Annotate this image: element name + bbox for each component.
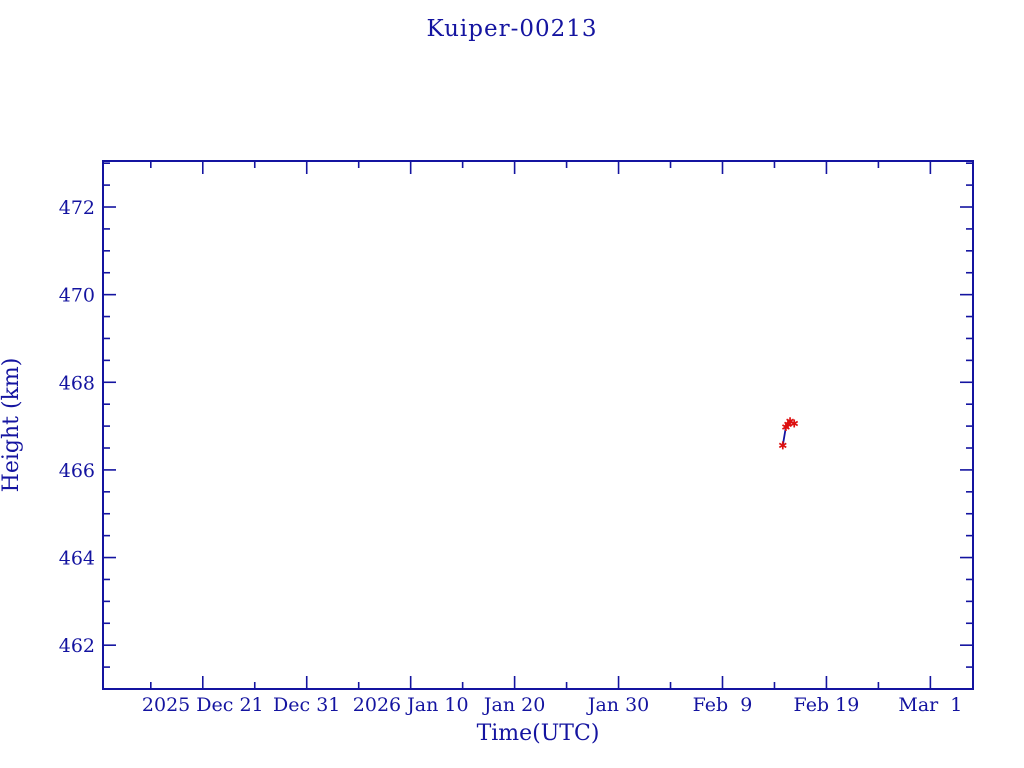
height-series xyxy=(778,417,799,450)
axis-tick-labels: 2025 Dec 21 Dec 31 2026 Jan 10 Jan 20 Jan 30… xyxy=(59,197,963,716)
y-tick-label: 466 xyxy=(59,460,95,482)
x-tick-label: Feb 19 xyxy=(794,694,860,716)
x-tick-label: Dec 31 xyxy=(273,694,340,716)
marker-stroke xyxy=(778,442,787,449)
x-tick-label: Mar 1 xyxy=(898,694,962,716)
marker-stroke xyxy=(790,420,799,427)
y-tick-label: 470 xyxy=(59,285,95,307)
x-axis-label: Time(UTC) xyxy=(477,721,600,746)
axis-ticks xyxy=(103,161,973,690)
x-tick-label: Jan 30 xyxy=(586,694,649,716)
x-tick-label: 2025 Dec 21 xyxy=(142,694,264,716)
x-tick-label: Feb 9 xyxy=(693,694,753,716)
marker-stroke xyxy=(786,418,794,425)
y-tick-label: 472 xyxy=(59,197,95,219)
plot-border xyxy=(102,160,974,690)
y-axis-label: Height (km) xyxy=(0,358,24,493)
data-point-marker xyxy=(778,441,787,450)
y-tick-label: 464 xyxy=(59,548,95,570)
plot-title: Kuiper-00213 xyxy=(426,16,598,42)
y-tick-label: 462 xyxy=(59,635,95,657)
data-point-marker xyxy=(790,419,799,428)
plot-frame xyxy=(102,160,974,690)
x-tick-label: 2026 Jan 10 xyxy=(353,694,469,716)
y-tick-label: 468 xyxy=(59,372,95,394)
x-tick-label: Jan 20 xyxy=(482,694,545,716)
